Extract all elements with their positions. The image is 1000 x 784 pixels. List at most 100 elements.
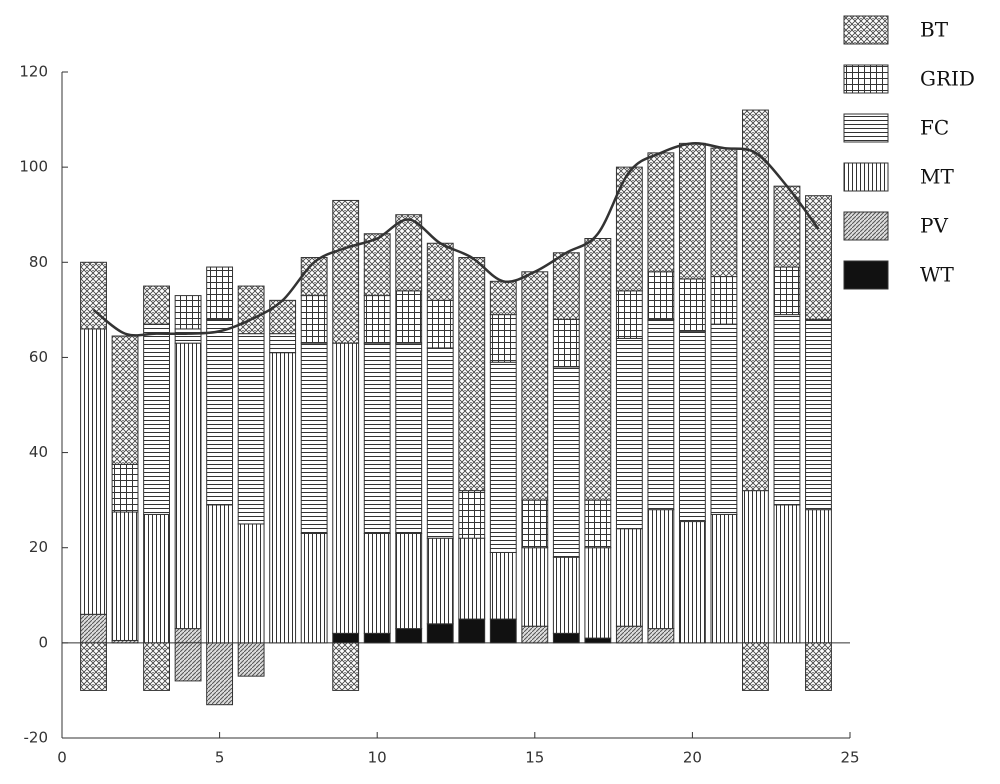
y-tick-label: 80 bbox=[29, 253, 48, 271]
bar-segment-negative bbox=[143, 642, 170, 691]
bar-segment bbox=[489, 618, 517, 644]
bar-segment bbox=[742, 109, 769, 492]
y-tick-label: 100 bbox=[19, 158, 48, 176]
bar-segment bbox=[458, 537, 486, 620]
bar-segment bbox=[489, 551, 517, 620]
bar-segment bbox=[584, 637, 612, 644]
bar-segment-negative bbox=[206, 642, 234, 706]
bar-segment bbox=[678, 521, 706, 644]
bar-segment bbox=[805, 509, 832, 644]
bar-segment bbox=[363, 295, 391, 344]
bar-segment bbox=[552, 252, 580, 320]
y-tick-label: -20 bbox=[24, 729, 49, 747]
legend-label: PV bbox=[920, 214, 948, 238]
bar-segment bbox=[647, 318, 675, 511]
bar-segment bbox=[300, 295, 328, 344]
bar-segment bbox=[552, 366, 580, 558]
bar-segment bbox=[111, 511, 139, 641]
bar-segment bbox=[678, 330, 706, 523]
legend-label: FC bbox=[920, 116, 949, 140]
bar-segment bbox=[174, 328, 202, 344]
bar-segment bbox=[710, 276, 738, 325]
bar-segment bbox=[237, 285, 265, 335]
bar-segment bbox=[426, 623, 454, 644]
bar-segment bbox=[143, 513, 170, 644]
y-tick-label: 40 bbox=[29, 443, 48, 461]
bar-segment bbox=[80, 328, 107, 615]
bar-segment bbox=[206, 318, 234, 506]
bar-segment bbox=[615, 625, 643, 644]
bar-segment bbox=[678, 142, 706, 280]
bar-segment bbox=[615, 290, 643, 339]
bar-segment bbox=[111, 463, 139, 513]
bar-segment bbox=[647, 509, 675, 630]
legend-swatch bbox=[843, 64, 889, 94]
x-tick-label: 10 bbox=[368, 749, 387, 767]
bar-segment bbox=[206, 266, 234, 320]
legend-label: WT bbox=[920, 263, 955, 287]
legend-swatch bbox=[843, 211, 889, 241]
bar-segment bbox=[678, 278, 706, 332]
bar-segment bbox=[332, 342, 360, 634]
bar-segment bbox=[489, 280, 517, 316]
bar-segment bbox=[742, 490, 769, 644]
bar-segment bbox=[584, 547, 612, 639]
bar-segment bbox=[458, 490, 486, 539]
bar-segment bbox=[111, 335, 139, 465]
bar-segment bbox=[710, 513, 738, 644]
bar-segment bbox=[143, 285, 170, 325]
bar-segment-negative bbox=[174, 642, 202, 682]
bar-segment bbox=[363, 632, 391, 644]
bar-segment bbox=[363, 233, 391, 297]
bar-segment bbox=[773, 314, 801, 506]
bar-segment bbox=[237, 523, 265, 644]
x-tick-label: 25 bbox=[840, 749, 859, 767]
bar-segment bbox=[647, 628, 675, 644]
bar-segment bbox=[615, 528, 643, 627]
bar-segment bbox=[489, 361, 517, 553]
bar-segment-negative bbox=[237, 642, 265, 677]
legend-swatch bbox=[843, 15, 889, 45]
legend-swatch bbox=[843, 260, 889, 290]
bar-segment-negative bbox=[332, 642, 360, 691]
y-tick-label: 0 bbox=[38, 633, 48, 651]
bar-segment bbox=[773, 504, 801, 644]
bar-segment-negative bbox=[805, 642, 832, 691]
bar-segment bbox=[647, 271, 675, 320]
bar-segment bbox=[458, 618, 486, 644]
bar-segment bbox=[269, 352, 297, 644]
bar-segment-negative bbox=[80, 642, 107, 691]
bar-segment bbox=[395, 290, 423, 344]
x-tick-label: 20 bbox=[683, 749, 702, 767]
bar-segment bbox=[426, 537, 454, 625]
bar-segment bbox=[773, 266, 801, 316]
bar-segment bbox=[521, 625, 549, 644]
bar-segment bbox=[552, 318, 580, 368]
bar-segment bbox=[395, 628, 423, 644]
bar-segment bbox=[332, 632, 360, 644]
bar-segment bbox=[174, 342, 202, 630]
y-tick-label: 120 bbox=[19, 63, 48, 81]
bar-segment-negative bbox=[742, 642, 769, 691]
legend-label: MT bbox=[920, 165, 954, 189]
bar-segment bbox=[584, 238, 612, 501]
legend-label: GRID bbox=[920, 67, 975, 91]
bar-segment bbox=[552, 632, 580, 644]
bar-segment bbox=[615, 337, 643, 530]
x-tick-label: 15 bbox=[525, 749, 544, 767]
bar-segment bbox=[395, 214, 423, 292]
y-tick-label: 20 bbox=[29, 538, 48, 556]
bar-segment bbox=[363, 342, 391, 534]
legend-swatch bbox=[843, 113, 889, 143]
bar-segment bbox=[332, 199, 360, 344]
bar-segment bbox=[773, 185, 801, 268]
bar-segment bbox=[805, 318, 832, 511]
bar-segment bbox=[174, 295, 202, 330]
bar-segment bbox=[521, 547, 549, 627]
bar-segment bbox=[269, 333, 297, 354]
x-tick-label: 0 bbox=[57, 749, 67, 767]
bar-segment bbox=[143, 323, 170, 515]
bar-segment bbox=[80, 613, 107, 644]
y-tick-label: 60 bbox=[29, 348, 48, 366]
